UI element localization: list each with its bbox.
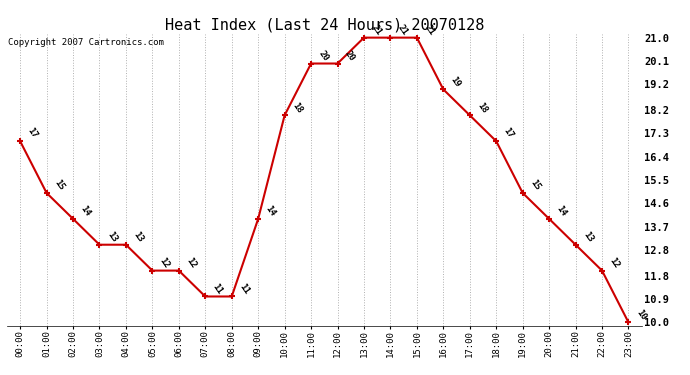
- Text: 21: 21: [370, 23, 383, 37]
- Text: 20: 20: [343, 49, 357, 63]
- Text: 17: 17: [502, 126, 515, 140]
- Text: 20: 20: [317, 49, 331, 63]
- Text: 14: 14: [264, 204, 277, 218]
- Text: 14: 14: [555, 204, 569, 218]
- Text: 12: 12: [158, 256, 172, 270]
- Text: Copyright 2007 Cartronics.com: Copyright 2007 Cartronics.com: [8, 38, 164, 47]
- Text: 12: 12: [608, 256, 621, 270]
- Text: 11: 11: [211, 282, 224, 296]
- Text: 21: 21: [422, 23, 436, 37]
- Text: 15: 15: [529, 178, 542, 192]
- Text: 21: 21: [396, 23, 410, 37]
- Text: 15: 15: [52, 178, 66, 192]
- Text: 19: 19: [449, 75, 462, 88]
- Text: 10: 10: [634, 308, 648, 322]
- Text: 18: 18: [290, 100, 304, 114]
- Text: 13: 13: [132, 230, 145, 244]
- Text: 18: 18: [475, 100, 489, 114]
- Text: 13: 13: [581, 230, 595, 244]
- Text: 11: 11: [237, 282, 251, 296]
- Title: Heat Index (Last 24 Hours) 20070128: Heat Index (Last 24 Hours) 20070128: [165, 18, 484, 33]
- Text: 17: 17: [26, 126, 39, 140]
- Text: 12: 12: [184, 256, 198, 270]
- Text: 13: 13: [105, 230, 119, 244]
- Text: 14: 14: [79, 204, 92, 218]
